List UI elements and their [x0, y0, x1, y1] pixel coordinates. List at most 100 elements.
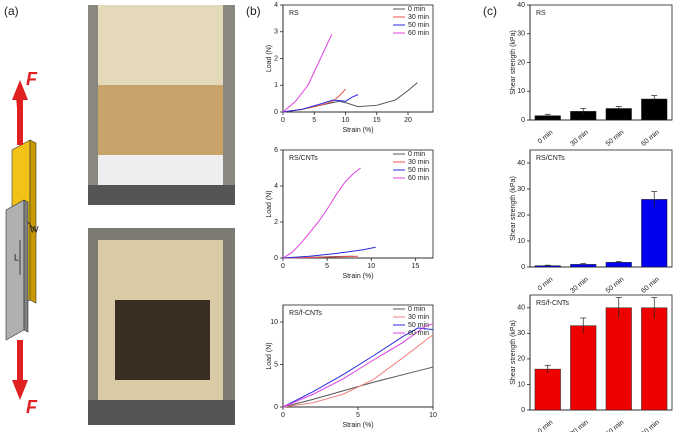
y-tick-label: 2: [274, 219, 278, 226]
specimen-diagram: [5, 80, 37, 400]
bar: [570, 325, 597, 411]
y-tick-label: 10: [517, 88, 525, 95]
y-tick-label: 6: [274, 147, 278, 154]
y-tick-label: 0: [274, 404, 278, 411]
panel-label: (b): [246, 4, 261, 18]
legend-label: 0 min: [408, 306, 425, 313]
x-tick-label: 5: [325, 263, 329, 270]
y-tick-label: 10: [517, 381, 525, 388]
line-series: [282, 82, 418, 113]
x-tick-label: 50 min: [605, 129, 626, 148]
bar: [641, 199, 668, 268]
y-tick-label: 40: [517, 2, 525, 9]
line-series: [282, 255, 359, 259]
y-tick-label: 3: [274, 29, 278, 36]
x-tick-label: 60 min: [640, 419, 661, 432]
y-tick-label: 40: [517, 305, 525, 312]
legend-label: 30 min: [408, 14, 429, 21]
bar: [641, 307, 668, 411]
x-tick-label: 5: [312, 117, 316, 124]
x-tick-label: 0: [281, 117, 285, 124]
x-tick-label: 0 min: [537, 129, 555, 145]
y-axis-label: Shear strength (kPa): [510, 320, 517, 385]
y-axis-label: Load (N): [266, 190, 273, 217]
force-label: F: [26, 397, 38, 417]
photo: [88, 5, 235, 205]
y-axis-label: Shear strength (kPa): [510, 30, 517, 95]
legend-label: 60 min: [408, 30, 429, 37]
y-tick-label: 0: [274, 109, 278, 116]
panel-label: (c): [483, 4, 497, 18]
line-series: [282, 334, 434, 408]
x-tick-label: 10: [367, 263, 375, 270]
line-series: [282, 167, 361, 259]
legend-label: 60 min: [408, 175, 429, 182]
y-tick-label: 0: [521, 264, 525, 271]
y-tick-label: 20: [517, 212, 525, 219]
x-tick-label: 10: [342, 117, 350, 124]
y-tick-label: 4: [274, 183, 278, 190]
y-tick-label: 20: [517, 356, 525, 363]
x-tick-label: 30 min: [569, 419, 590, 432]
y-tick-label: 2: [274, 55, 278, 62]
chart-title: RS/CNTs: [536, 155, 565, 162]
line-series: [282, 323, 434, 408]
x-tick-label: 15: [411, 263, 419, 270]
y-tick-label: 30: [517, 31, 525, 38]
x-tick-label: 0: [281, 263, 285, 270]
bar: [605, 307, 632, 411]
panel-label: (a): [4, 4, 19, 18]
x-tick-label: 60 min: [640, 129, 661, 148]
y-tick-label: 1: [274, 82, 278, 89]
width-label: W: [30, 224, 39, 234]
chart-title: RS/f-CNTs: [289, 310, 323, 317]
x-tick-label: 0 min: [537, 419, 555, 432]
chart-title: RS: [289, 10, 299, 17]
y-tick-label: 30: [517, 186, 525, 193]
y-tick-label: 5: [274, 361, 278, 368]
legend-label: 50 min: [408, 322, 429, 329]
force-label: F: [26, 69, 38, 89]
x-axis-label: Strain (%): [342, 127, 373, 134]
y-tick-label: 40: [517, 160, 525, 167]
y-tick-label: 0: [521, 407, 525, 414]
line-series: [282, 34, 333, 113]
x-tick-label: 10: [429, 412, 437, 419]
legend-label: 50 min: [408, 167, 429, 174]
line-series: [282, 94, 359, 113]
y-tick-label: 0: [274, 255, 278, 262]
legend-label: 60 min: [408, 330, 429, 337]
legend-label: 50 min: [408, 22, 429, 29]
y-axis-label: Shear strength (kPa): [510, 176, 517, 241]
line-series: [282, 327, 434, 408]
y-tick-label: 30: [517, 330, 525, 337]
y-tick-label: 0: [521, 117, 525, 124]
x-tick-label: 0: [281, 412, 285, 419]
line-series: [282, 246, 376, 259]
y-axis-label: Load (N): [266, 342, 273, 369]
y-axis-label: Load (N): [266, 45, 273, 72]
x-tick-label: 50 min: [605, 419, 626, 432]
x-tick-label: 50 min: [605, 276, 626, 295]
legend-label: 30 min: [408, 314, 429, 321]
x-tick-label: 5: [356, 412, 360, 419]
x-tick-label: 60 min: [640, 276, 661, 295]
x-tick-label: 30 min: [569, 276, 590, 295]
y-tick-label: 4: [274, 2, 278, 9]
x-tick-label: 30 min: [569, 129, 590, 148]
y-tick-label: 10: [270, 319, 278, 326]
legend-label: 30 min: [408, 159, 429, 166]
y-tick-label: 20: [517, 59, 525, 66]
legend-label: 0 min: [408, 151, 425, 158]
x-tick-label: 0 min: [537, 276, 555, 292]
x-tick-label: 15: [373, 117, 381, 124]
x-axis-label: Strain (%): [342, 422, 373, 429]
bar: [534, 368, 561, 411]
x-tick-label: 20: [404, 117, 412, 124]
length-label: L: [14, 252, 19, 262]
chart-title: RS/f-CNTs: [536, 300, 570, 307]
chart-title: RS/CNTs: [289, 155, 318, 162]
y-tick-label: 10: [517, 238, 525, 245]
chart-title: RS: [536, 10, 546, 17]
